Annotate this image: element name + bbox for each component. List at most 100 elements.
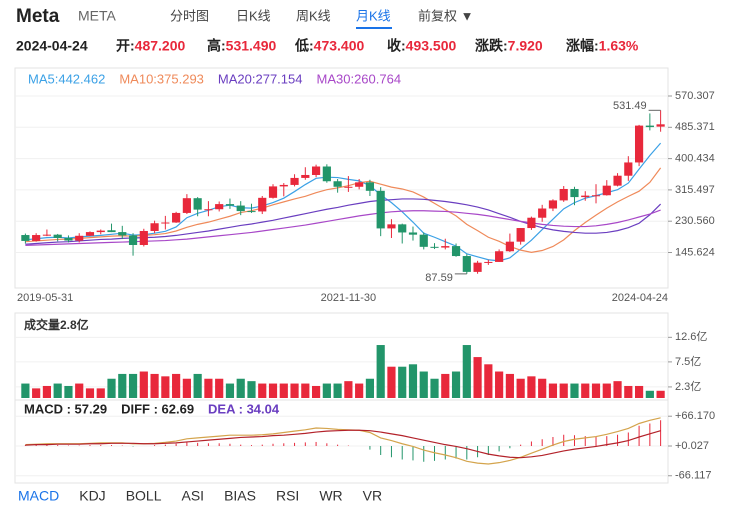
volume-bar (215, 378, 224, 398)
y-tick-label: +66.170 (675, 410, 715, 422)
volume-bar (172, 373, 181, 398)
candle-body (311, 166, 321, 175)
volume-bar (634, 385, 644, 398)
volume-bar (311, 385, 321, 398)
period-tab[interactable]: 月K线 (356, 8, 391, 23)
volume-bar (247, 381, 256, 398)
indicator-tab[interactable]: WR (319, 488, 342, 504)
candle-body (96, 230, 105, 233)
candle-body (355, 182, 364, 187)
candle-body (516, 228, 525, 242)
x-tick-label: 2024-04-24 (612, 292, 668, 304)
candle-body (42, 234, 52, 236)
volume-bar (118, 373, 127, 398)
ma-legend: MA10:375.293 (119, 71, 204, 86)
candle-body (301, 174, 310, 178)
volume-bar (559, 383, 568, 398)
volume-bar (107, 378, 116, 398)
volume-bar (430, 378, 439, 398)
quote-value: 1.63% (599, 38, 639, 54)
candle-body (128, 235, 138, 245)
candle-body (172, 212, 181, 223)
volume-bar (75, 383, 84, 398)
candle-body (559, 188, 568, 201)
y-tick-label: 2.3亿 (675, 380, 701, 393)
volume-bar (548, 383, 558, 398)
candle-body (387, 224, 396, 229)
period-tab[interactable]: 前复权 ▼ (418, 8, 473, 23)
candle-body (290, 177, 299, 185)
quote-label: 涨跌: (475, 38, 508, 54)
candle-body (634, 125, 644, 163)
volume-bar (301, 383, 310, 398)
quote-value: 7.920 (508, 38, 543, 54)
candle-body (258, 197, 267, 212)
indicator-tab[interactable]: ASI (182, 488, 205, 504)
volume-bar (258, 383, 267, 398)
y-tick-label: 400.434 (675, 153, 715, 165)
indicator-tab[interactable]: BOLL (126, 488, 162, 504)
volume-bar (505, 373, 514, 398)
period-tab[interactable]: 日K线 (236, 8, 271, 23)
volume-bar (193, 373, 202, 398)
quote-value: 531.490 (226, 38, 277, 54)
candle-body (236, 205, 245, 212)
candle-body (505, 241, 514, 252)
volume-bar (128, 373, 138, 398)
indicator-tab[interactable]: KDJ (79, 488, 105, 504)
volume-bar (279, 383, 288, 398)
candle-body (602, 185, 611, 196)
candle-body (53, 234, 62, 238)
period-tab[interactable]: 分时图 (170, 8, 209, 23)
volume-bar (290, 383, 299, 398)
indicator-tab[interactable]: MACD (18, 488, 59, 504)
candle-body (161, 222, 170, 224)
panel-title: 成交量2.8亿 (24, 317, 89, 332)
indicator-tab[interactable]: BIAS (224, 488, 256, 504)
y-tick-label: +0.027 (675, 440, 709, 452)
volume-bar (333, 383, 342, 398)
volume-bar (581, 383, 590, 398)
volume-bar (602, 383, 611, 398)
candle-body (150, 223, 159, 231)
price-panel (14, 67, 669, 289)
volume-bar (161, 376, 170, 398)
volume-bar (42, 385, 52, 398)
volume-bar (53, 383, 62, 398)
y-tick-label: 7.5亿 (675, 355, 701, 368)
candle-body (645, 125, 654, 128)
candle-body (430, 246, 439, 248)
volume-bar (365, 378, 375, 398)
candle-body (656, 124, 665, 127)
candle-body (398, 224, 407, 233)
ticker: META (78, 8, 117, 24)
candle-body (408, 232, 418, 235)
candle-body (538, 208, 547, 218)
quote-date: 2024-04-24 (16, 38, 88, 54)
y-tick-label: 230.560 (675, 215, 715, 227)
candle-body (215, 204, 224, 210)
volume-bar (322, 383, 331, 398)
y-tick-label: 12.6亿 (675, 330, 707, 343)
ma-legend: MA5:442.462 (28, 71, 105, 86)
candle-body (527, 217, 536, 229)
macd-legend: DEA : 34.04 (208, 401, 280, 416)
volume-bar (236, 378, 245, 398)
volume-bar (527, 376, 536, 398)
volume-bar (516, 378, 525, 398)
quote-label: 开: (116, 38, 135, 54)
volume-bar (441, 373, 450, 398)
candle-body (548, 200, 558, 209)
indicator-tab[interactable]: VR (363, 488, 382, 504)
moving-average-line (25, 142, 662, 262)
volume-bar (344, 381, 353, 398)
moving-average-line (25, 209, 661, 246)
indicator-tab[interactable]: RSI (276, 488, 299, 504)
period-tab[interactable]: 周K线 (296, 8, 331, 23)
candle-body (473, 262, 482, 272)
quote-value: 473.400 (314, 38, 365, 54)
quote-label: 涨幅: (566, 38, 599, 54)
candle-body (451, 246, 461, 257)
candle-body (268, 186, 278, 198)
